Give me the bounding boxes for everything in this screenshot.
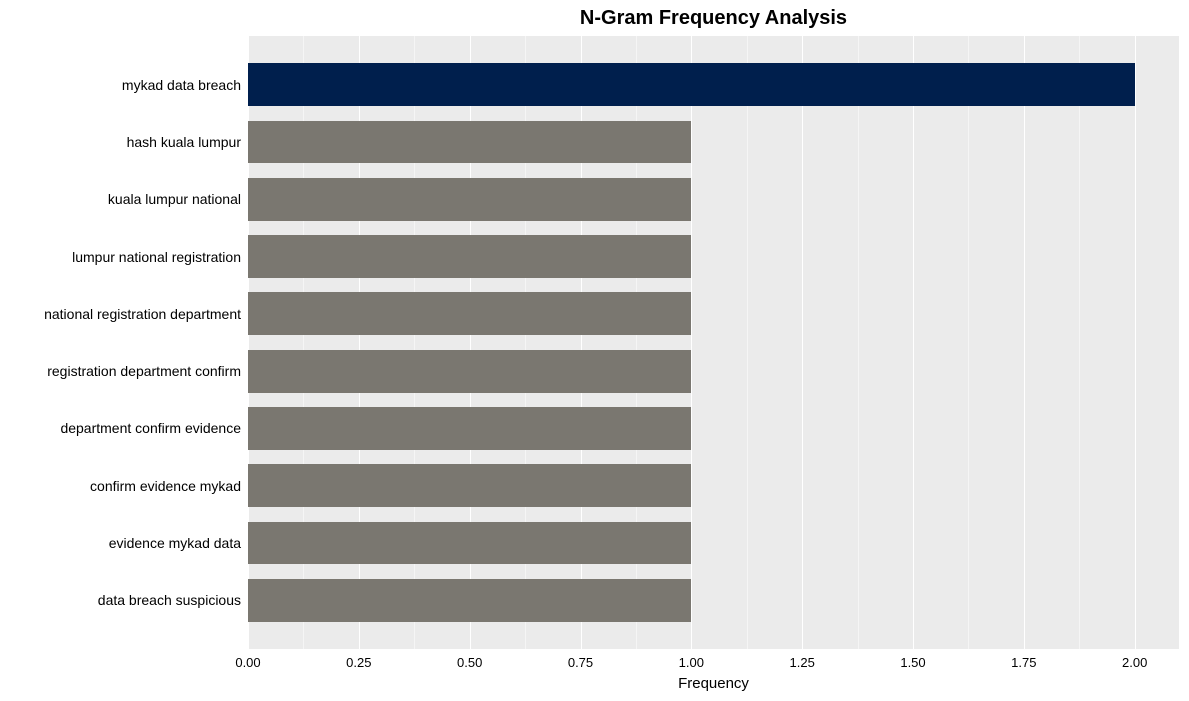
y-tick-label: data breach suspicious — [98, 592, 241, 608]
y-tick-label: confirm evidence mykad — [90, 478, 241, 494]
y-tick-label: department confirm evidence — [60, 420, 241, 436]
gridline-major — [1024, 36, 1025, 649]
gridline-minor — [858, 36, 859, 649]
gridline-major — [913, 36, 914, 649]
bar — [248, 407, 691, 450]
gridline-major — [1135, 36, 1136, 649]
x-tick-label: 0.00 — [235, 655, 260, 670]
bar — [248, 522, 691, 565]
chart-title: N-Gram Frequency Analysis — [248, 7, 1179, 30]
bar — [248, 464, 691, 507]
bar — [248, 350, 691, 393]
x-tick-label: 1.75 — [1011, 655, 1036, 670]
gridline-major — [802, 36, 803, 649]
bar — [248, 178, 691, 221]
y-tick-label: mykad data breach — [122, 77, 241, 93]
bar — [248, 121, 691, 164]
gridline-minor — [1079, 36, 1080, 649]
y-tick-label: registration department confirm — [47, 363, 241, 379]
y-tick-label: lumpur national registration — [72, 249, 241, 265]
x-tick-label: 0.75 — [568, 655, 593, 670]
x-tick-label: 2.00 — [1122, 655, 1147, 670]
y-tick-label: hash kuala lumpur — [127, 134, 241, 150]
x-tick-label: 1.25 — [790, 655, 815, 670]
x-axis-label: Frequency — [248, 675, 1179, 692]
gridline-minor — [968, 36, 969, 649]
x-tick-label: 1.50 — [900, 655, 925, 670]
y-tick-label: national registration department — [44, 306, 241, 322]
y-tick-label: kuala lumpur national — [108, 191, 241, 207]
bar — [248, 235, 691, 278]
bar — [248, 579, 691, 622]
y-tick-label: evidence mykad data — [109, 535, 241, 551]
x-tick-label: 1.00 — [679, 655, 704, 670]
x-tick-label: 0.50 — [457, 655, 482, 670]
ngram-frequency-chart: N-Gram Frequency Analysis Frequency 0.00… — [0, 0, 1189, 701]
x-tick-label: 0.25 — [346, 655, 371, 670]
bar — [248, 63, 1135, 106]
gridline-major — [691, 36, 692, 649]
gridline-minor — [747, 36, 748, 649]
bar — [248, 292, 691, 335]
plot-area — [248, 36, 1179, 649]
